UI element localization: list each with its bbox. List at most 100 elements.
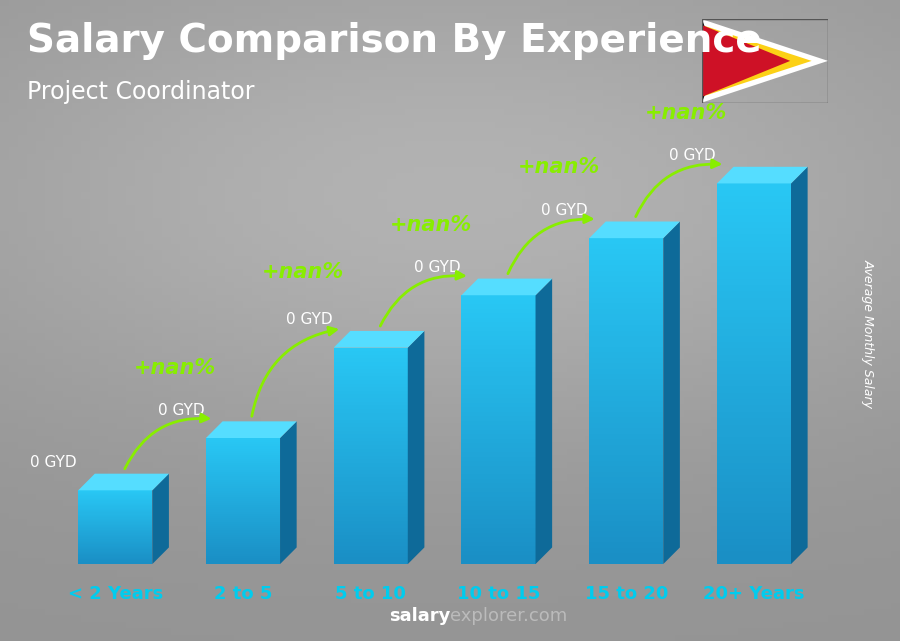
Bar bbox=[462, 488, 536, 492]
Bar bbox=[334, 510, 408, 513]
Bar bbox=[334, 380, 408, 384]
Bar bbox=[462, 331, 536, 336]
Bar bbox=[462, 340, 536, 345]
Bar bbox=[717, 297, 791, 304]
Bar bbox=[717, 526, 791, 533]
Polygon shape bbox=[206, 421, 297, 438]
Bar bbox=[717, 310, 791, 317]
Bar bbox=[334, 542, 408, 546]
Bar bbox=[462, 296, 536, 300]
Bar bbox=[78, 497, 152, 499]
Bar bbox=[462, 322, 536, 327]
Bar bbox=[462, 533, 536, 537]
Bar bbox=[590, 309, 663, 314]
Bar bbox=[206, 510, 280, 512]
Bar bbox=[462, 304, 536, 309]
Bar bbox=[206, 539, 280, 541]
Bar bbox=[590, 353, 663, 358]
Bar bbox=[462, 434, 536, 438]
Bar bbox=[78, 526, 152, 527]
Bar bbox=[334, 495, 408, 499]
Bar bbox=[717, 228, 791, 234]
Bar bbox=[462, 497, 536, 501]
Bar bbox=[590, 358, 663, 363]
Bar bbox=[717, 469, 791, 475]
Bar bbox=[206, 558, 280, 560]
Bar bbox=[206, 482, 280, 484]
Bar bbox=[78, 513, 152, 515]
Bar bbox=[590, 499, 663, 504]
Bar bbox=[334, 405, 408, 409]
Bar bbox=[78, 535, 152, 536]
Bar bbox=[206, 505, 280, 507]
Bar bbox=[590, 244, 663, 249]
Bar bbox=[206, 465, 280, 467]
Bar bbox=[206, 497, 280, 499]
Bar bbox=[206, 547, 280, 549]
Bar bbox=[717, 222, 791, 228]
Bar bbox=[206, 562, 280, 564]
Bar bbox=[334, 549, 408, 553]
Bar bbox=[334, 513, 408, 517]
Bar bbox=[590, 303, 663, 309]
Bar bbox=[78, 541, 152, 542]
Bar bbox=[206, 476, 280, 478]
Bar bbox=[334, 362, 408, 365]
Bar bbox=[590, 526, 663, 531]
Bar bbox=[334, 492, 408, 495]
Bar bbox=[206, 518, 280, 520]
Bar bbox=[334, 488, 408, 492]
Bar bbox=[717, 196, 791, 203]
Bar bbox=[717, 183, 791, 190]
Bar bbox=[590, 249, 663, 254]
Bar bbox=[78, 505, 152, 506]
Bar bbox=[334, 478, 408, 481]
Bar bbox=[206, 522, 280, 524]
Bar bbox=[334, 355, 408, 358]
Bar bbox=[206, 472, 280, 474]
Bar bbox=[462, 555, 536, 560]
Bar bbox=[590, 265, 663, 271]
Polygon shape bbox=[702, 25, 812, 97]
Bar bbox=[78, 510, 152, 512]
Bar bbox=[590, 417, 663, 423]
Bar bbox=[590, 439, 663, 445]
Bar bbox=[334, 470, 408, 474]
Bar bbox=[334, 481, 408, 485]
Bar bbox=[206, 560, 280, 562]
Bar bbox=[334, 524, 408, 528]
Bar bbox=[590, 510, 663, 515]
Text: Salary Comparison By Experience: Salary Comparison By Experience bbox=[27, 22, 761, 60]
Bar bbox=[206, 440, 280, 442]
Bar bbox=[206, 442, 280, 444]
Text: 0 GYD: 0 GYD bbox=[413, 260, 460, 275]
Bar bbox=[334, 485, 408, 488]
Bar bbox=[590, 369, 663, 374]
Bar bbox=[78, 520, 152, 521]
Bar bbox=[78, 559, 152, 560]
Bar bbox=[334, 460, 408, 463]
Bar bbox=[334, 409, 408, 413]
Bar bbox=[717, 520, 791, 526]
Bar bbox=[334, 420, 408, 423]
Bar bbox=[590, 488, 663, 494]
Bar bbox=[78, 554, 152, 556]
Bar bbox=[78, 521, 152, 522]
Bar bbox=[717, 367, 791, 374]
Bar bbox=[78, 519, 152, 520]
Bar bbox=[462, 349, 536, 353]
Polygon shape bbox=[280, 421, 297, 564]
Bar bbox=[206, 490, 280, 493]
Bar bbox=[462, 470, 536, 474]
Bar bbox=[206, 537, 280, 539]
Bar bbox=[206, 459, 280, 461]
Bar bbox=[334, 445, 408, 449]
Bar bbox=[462, 501, 536, 506]
Bar bbox=[206, 488, 280, 490]
Bar bbox=[590, 537, 663, 542]
Polygon shape bbox=[702, 19, 828, 103]
Bar bbox=[334, 499, 408, 503]
Bar bbox=[206, 480, 280, 482]
Bar bbox=[334, 546, 408, 549]
Bar bbox=[334, 369, 408, 373]
